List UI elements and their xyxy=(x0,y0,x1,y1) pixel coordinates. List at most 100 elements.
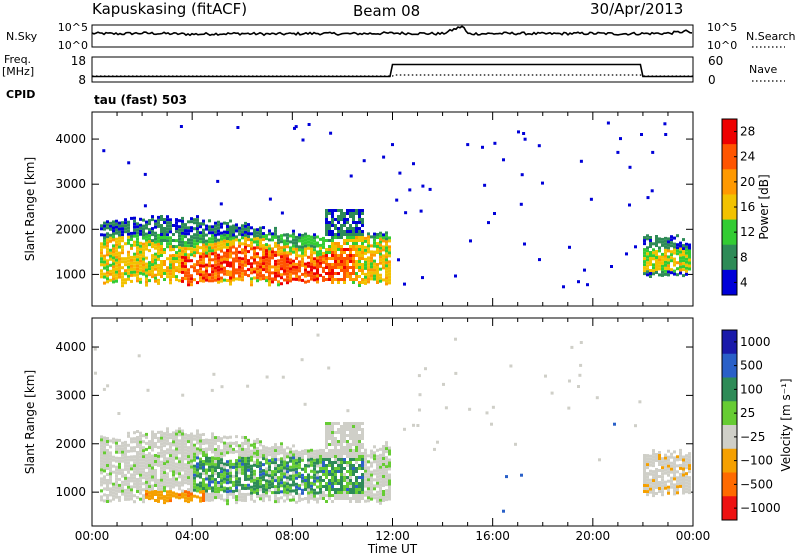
data-cell xyxy=(364,281,367,285)
data-cell xyxy=(223,489,226,493)
data-cell xyxy=(355,227,358,230)
data-cell xyxy=(109,239,112,243)
data-cell xyxy=(570,345,574,349)
data-cell xyxy=(355,482,358,485)
data-cell xyxy=(649,487,652,491)
data-cell xyxy=(208,477,211,481)
data-cell xyxy=(235,226,238,230)
data-cell xyxy=(160,445,163,449)
data-cell xyxy=(187,437,190,441)
data-cell xyxy=(391,143,394,147)
data-cell xyxy=(268,486,271,490)
data-cell xyxy=(367,475,370,479)
data-cell xyxy=(130,216,133,220)
data-cell xyxy=(259,232,262,236)
data-cell xyxy=(679,265,682,269)
data-cell xyxy=(169,457,172,461)
xtick-label: 08:00 xyxy=(275,529,310,543)
data-cell xyxy=(235,223,238,227)
data-cell xyxy=(172,479,175,483)
data-cell xyxy=(256,243,259,247)
data-cell xyxy=(277,235,280,239)
data-cell xyxy=(340,440,343,443)
data-cell xyxy=(376,281,379,284)
data-cell xyxy=(136,472,139,475)
data-cell xyxy=(160,487,163,491)
data-cell xyxy=(247,238,250,242)
cpid-label: CPID xyxy=(6,88,36,101)
data-cell xyxy=(208,237,211,241)
data-cell xyxy=(112,274,115,278)
data-cell xyxy=(217,445,220,448)
data-cell xyxy=(376,463,379,467)
data-cell xyxy=(292,247,295,251)
data-cell xyxy=(178,219,181,223)
data-cell xyxy=(346,479,349,482)
data-cell xyxy=(154,499,157,502)
data-cell xyxy=(355,275,358,278)
data-cell xyxy=(175,450,178,454)
data-cell xyxy=(220,482,223,486)
data-cell xyxy=(346,455,349,458)
data-cell xyxy=(655,235,658,238)
data-cell xyxy=(229,450,232,454)
data-cell xyxy=(166,236,169,240)
data-cell xyxy=(130,458,133,462)
data-cell xyxy=(655,456,658,459)
data-cell xyxy=(343,257,346,260)
data-cell xyxy=(682,488,685,492)
data-cell xyxy=(175,218,178,222)
data-cell xyxy=(322,470,325,473)
data-cell xyxy=(283,260,286,264)
data-cell xyxy=(202,442,205,445)
data-cell xyxy=(109,445,112,449)
data-cell xyxy=(160,433,163,437)
data-cell xyxy=(379,447,382,451)
data-cell xyxy=(166,215,169,219)
data-cell xyxy=(358,266,361,269)
data-cell xyxy=(367,472,370,476)
data-cell xyxy=(166,475,169,479)
data-cell xyxy=(283,448,286,452)
data-cell xyxy=(325,476,328,479)
data-cell xyxy=(172,470,175,474)
data-cell xyxy=(667,470,670,474)
data-cell xyxy=(219,202,223,206)
data-cell xyxy=(316,265,319,269)
data-cell xyxy=(169,493,172,497)
data-cell xyxy=(169,221,172,225)
data-cell xyxy=(124,455,127,459)
data-cell xyxy=(655,474,658,477)
data-cell xyxy=(670,235,673,239)
data-cell xyxy=(673,236,676,240)
data-cell xyxy=(322,242,325,246)
data-cell xyxy=(262,265,265,269)
data-cell xyxy=(304,488,307,491)
data-cell xyxy=(376,466,379,470)
data-cell xyxy=(121,471,124,475)
data-cell xyxy=(199,460,202,464)
data-cell xyxy=(274,443,277,447)
data-cell xyxy=(367,481,370,485)
data-cell xyxy=(121,230,124,234)
data-cell xyxy=(253,484,256,488)
data-cell xyxy=(193,269,196,273)
data-cell xyxy=(136,231,139,235)
data-cell xyxy=(190,250,193,254)
data-cell xyxy=(283,454,286,458)
data-cell xyxy=(229,489,232,493)
data-cell xyxy=(157,248,160,252)
data-cell xyxy=(367,247,370,251)
data-cell xyxy=(187,259,190,263)
data-cell xyxy=(280,460,283,464)
xtick-label: 04:00 xyxy=(175,529,210,543)
data-cell xyxy=(352,452,355,455)
data-cell xyxy=(127,235,130,239)
data-cell xyxy=(352,455,355,458)
data-cell xyxy=(100,477,103,481)
data-cell xyxy=(211,267,214,271)
data-cell xyxy=(304,479,307,482)
data-cell xyxy=(661,240,664,244)
data-cell xyxy=(169,478,172,482)
data-cell xyxy=(235,474,238,478)
